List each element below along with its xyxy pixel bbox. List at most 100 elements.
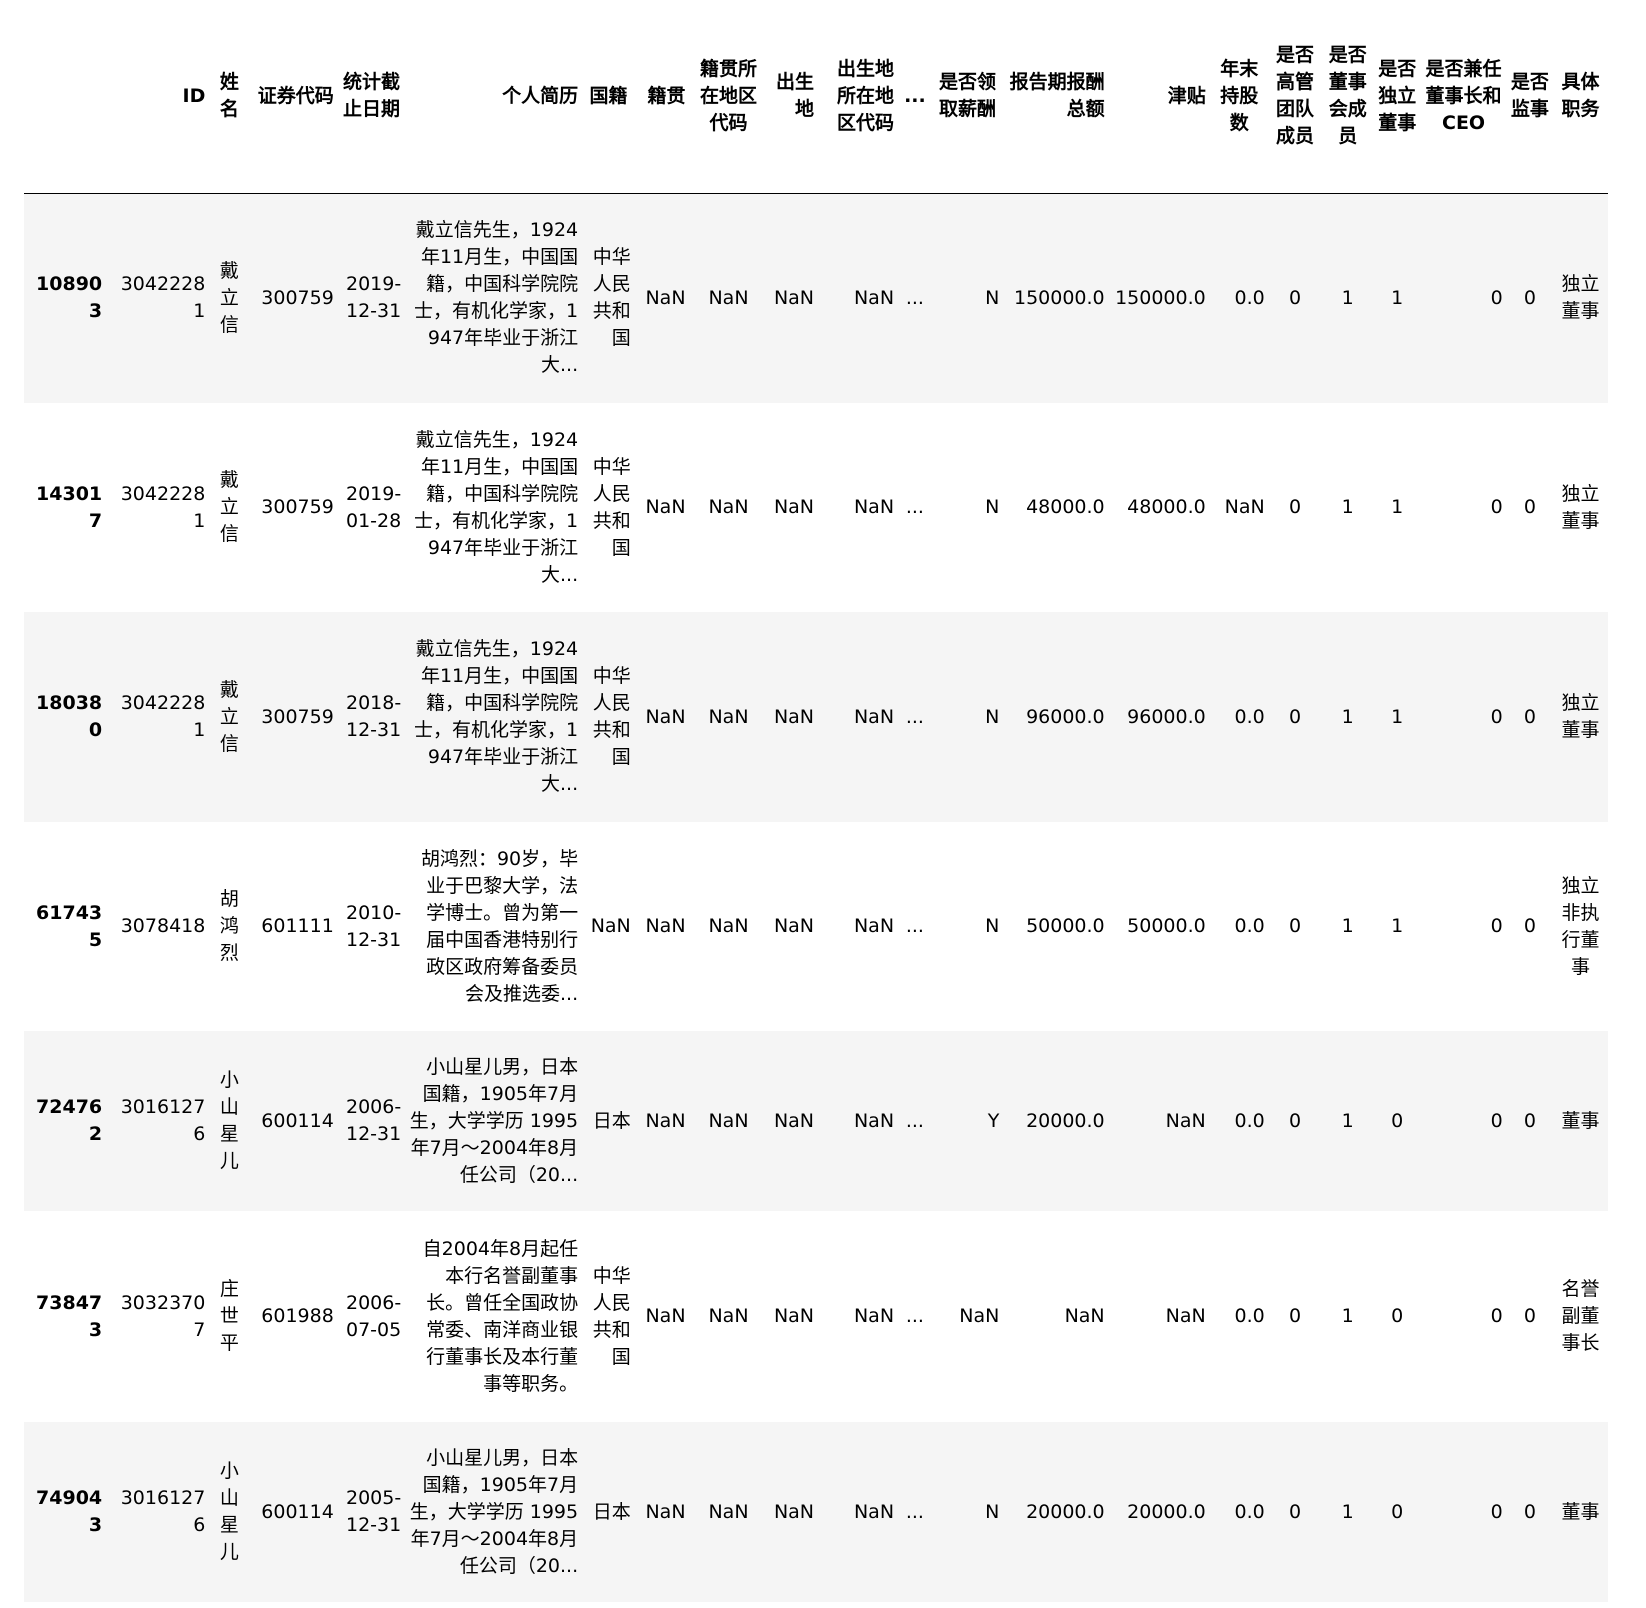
table-cell: 戴立信先生，1924年11月生，中国国籍，中国科学院院士，有机化学家，1947年… [414, 428, 579, 586]
table-cell: 601988 [261, 1305, 334, 1327]
table-cell: 2018-12-31 [345, 692, 402, 741]
table-cell: 96000.0 [1127, 705, 1206, 728]
table-cell: 1 [1391, 915, 1404, 937]
table-cell: NaN [853, 915, 895, 937]
table-cell: 30422281 [120, 273, 206, 323]
table-cell: Y [987, 1109, 1000, 1132]
table-cell: NaN [853, 286, 895, 309]
table-cell: 2005-12-31 [345, 1487, 402, 1536]
table-cell: 2006-07-05 [345, 1291, 402, 1341]
table-cell: 3078418 [120, 915, 206, 937]
table-cell: 0.0 [1234, 1109, 1265, 1132]
table-cell: NaN [708, 496, 749, 518]
table-cell: 胡鸿烈 [219, 888, 239, 964]
table-cell: 0 [1289, 1500, 1302, 1523]
column-header: 报告期报酬总额 [1003, 0, 1109, 194]
table-cell: N [985, 705, 1000, 728]
column-header: 是否独立董事 [1374, 0, 1421, 194]
table-cell: N [985, 496, 1000, 518]
table-cell: 日本 [592, 1500, 631, 1523]
table-cell: 2019-01-28 [345, 482, 402, 532]
table-cell: 1 [1341, 1109, 1354, 1132]
table-cell: 日本 [592, 1109, 631, 1132]
table-cell: 1 [1341, 1305, 1354, 1327]
table-cell: ... [905, 496, 924, 518]
table-cell: 小山星儿 [219, 1460, 239, 1563]
table-cell: 董事 [1561, 1500, 1600, 1523]
table-cell: 0.0 [1234, 1500, 1265, 1523]
table-cell: 独立董事 [1561, 482, 1600, 532]
table-cell: 300759 [261, 705, 334, 728]
table-cell: 0 [1523, 286, 1536, 309]
table-cell: N [985, 1500, 1000, 1523]
table-cell: 0.0 [1234, 705, 1265, 728]
table-cell: NaN [773, 1109, 815, 1132]
header-row: ID 姓名 证券代码 统计截止日期 个人简历 国籍 籍贯 籍贯所在地区代码 出生… [24, 0, 1608, 194]
table-row: 738473 30323707 庄世平 601988 2006-07-05 自2… [24, 1211, 1608, 1422]
table-cell: NaN [645, 496, 686, 518]
table-cell: 20000.0 [1127, 1500, 1206, 1523]
column-header: 是否董事会成员 [1321, 0, 1375, 194]
table-cell: 0 [1490, 705, 1503, 728]
column-header: ... [898, 0, 932, 194]
table-cell: NaN [708, 1500, 749, 1523]
table-cell: 0 [1523, 496, 1536, 518]
table-cell: NaN [853, 1305, 895, 1327]
table-cell: NaN [645, 1500, 686, 1523]
table-cell: 中华人民共和国 [592, 455, 631, 559]
table-cell: 0 [1289, 1305, 1302, 1327]
table-cell: 1 [1391, 496, 1404, 518]
table-cell: 600114 [261, 1109, 334, 1132]
table-cell: 0 [1391, 1109, 1404, 1132]
table-cell: 0 [1523, 1109, 1536, 1132]
table-cell: 中华人民共和国 [592, 665, 631, 768]
table-cell: NaN [1165, 1305, 1206, 1327]
table-cell: 0 [1490, 1500, 1503, 1523]
table-cell: N [985, 915, 1000, 937]
table-cell: NaN [959, 1305, 1000, 1327]
table-cell: NaN [853, 496, 895, 518]
table-cell: 戴立信 [219, 469, 239, 545]
table-cell: NaN [1224, 496, 1265, 518]
table-cell: NaN [773, 496, 815, 518]
column-header: 籍贯 [634, 0, 690, 194]
table-cell: 150000.0 [1115, 286, 1206, 309]
table-cell: NaN [645, 915, 686, 937]
table-cell: ... [905, 286, 924, 309]
column-header: 国籍 [582, 0, 635, 194]
column-header: 具体职务 [1553, 0, 1608, 194]
table-cell: 中华人民共和国 [592, 1264, 631, 1368]
table-cell: NaN [645, 286, 686, 309]
table-cell: 戴立信先生，1924年11月生，中国国籍，中国科学院院士，有机化学家，1947年… [414, 219, 579, 377]
table-cell: NaN [773, 915, 815, 937]
dataframe-output: ID 姓名 证券代码 统计截止日期 个人简历 国籍 籍贯 籍贯所在地区代码 出生… [24, 0, 1608, 1602]
table-cell: 0 [1523, 1305, 1536, 1327]
column-header: 出生地 [767, 0, 819, 194]
column-header: 统计截止日期 [337, 0, 406, 194]
table-cell: 0 [1523, 915, 1536, 937]
table-cell: 胡鸿烈：90岁，毕业于巴黎大学，法学博士。曾为第一届中国香港特别行政区政府筹备委… [420, 847, 579, 1005]
table-cell: 名誉副董事长 [1561, 1278, 1600, 1354]
column-header: 是否监事 [1506, 0, 1554, 194]
table-cell: NaN [773, 1305, 815, 1327]
index-header [24, 0, 107, 194]
table-cell: 2006-12-31 [345, 1096, 402, 1145]
table-cell: NaN [590, 915, 631, 937]
table-row: 617435 3078418 胡鸿烈 601111 2010-12-31 胡鸿烈… [24, 822, 1608, 1031]
table-cell: NaN [773, 1500, 815, 1523]
table-cell: 小山星儿男，日本国籍，1905年7月生，大学学历 1995年7月～2004年8月… [409, 1055, 579, 1186]
table-cell: NaN [645, 1305, 686, 1327]
table-cell: 48000.0 [1026, 496, 1105, 518]
table-row: 143017 30422281 戴立信 300759 2019-01-28 戴立… [24, 403, 1608, 612]
table-cell: NaN [708, 705, 749, 728]
table-cell: 150000.0 [1013, 286, 1105, 309]
table-cell: 庄世平 [219, 1278, 239, 1354]
row-index: 108903 [36, 273, 103, 323]
table-cell: NaN [708, 915, 749, 937]
table-cell: NaN [853, 1109, 895, 1132]
table-cell: ... [905, 1109, 924, 1132]
table-cell: 0 [1391, 1500, 1404, 1523]
table-cell: NaN [708, 1109, 749, 1132]
table-cell: 300759 [261, 286, 334, 309]
table-cell: 0.0 [1234, 1305, 1265, 1327]
